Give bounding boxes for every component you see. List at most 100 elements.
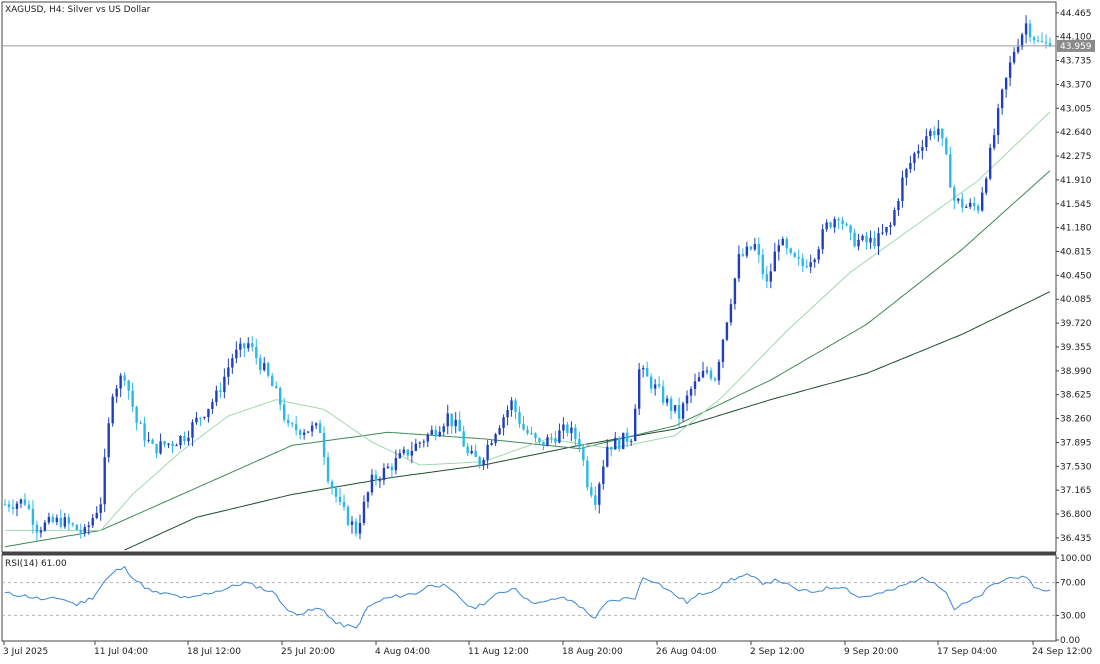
candle-bull — [39, 530, 43, 533]
candle-bear — [865, 235, 868, 243]
candle-bear — [953, 187, 956, 201]
time-tick-label: 2 Sep 12:00 — [750, 647, 805, 657]
candle-bear — [933, 130, 936, 136]
candle-bear — [151, 439, 154, 444]
candle-bear — [338, 496, 342, 502]
candle-bear — [334, 487, 338, 497]
rsi-tick-label: 0.00 — [1060, 636, 1080, 646]
candle-bull — [546, 437, 549, 447]
candle-bull — [247, 343, 250, 349]
candle-bull — [179, 435, 182, 446]
candle-bull — [239, 343, 242, 350]
candle-bull — [223, 376, 226, 392]
candle-bear — [23, 499, 27, 505]
candle-bear — [610, 446, 613, 450]
current-price-line: 43.959 — [2, 39, 1095, 52]
candle-bull — [103, 457, 106, 505]
candle-bull — [673, 405, 677, 411]
candle-bull — [681, 403, 685, 419]
candle-bear — [35, 524, 39, 533]
candle-bull — [558, 430, 561, 443]
candle-bear — [586, 460, 589, 488]
price-tick-label: 37.165 — [1060, 486, 1092, 496]
candle-bull — [689, 388, 693, 396]
candle-bear — [518, 412, 521, 424]
candle-bull — [314, 423, 318, 426]
candle-bull — [19, 499, 23, 504]
candle-bear — [171, 443, 174, 446]
candle-bull — [630, 441, 633, 443]
candle-bull — [773, 251, 776, 272]
candle-bear — [434, 429, 437, 437]
candle-bull — [402, 449, 406, 454]
candle-bear — [390, 466, 394, 471]
candle-bull — [889, 225, 892, 228]
candle-bear — [534, 433, 537, 439]
candle-bull — [231, 358, 234, 368]
candle-bull — [362, 501, 366, 524]
candle-bull — [95, 512, 98, 519]
candle-bull — [111, 396, 114, 424]
candle-bear — [574, 427, 577, 439]
candle-bear — [841, 220, 844, 225]
candle-bull — [685, 395, 689, 404]
candle-bear — [741, 254, 745, 256]
candle-bull — [717, 361, 721, 381]
candle-bull — [454, 419, 457, 427]
candle-bear — [945, 138, 948, 155]
candle-bull — [606, 446, 609, 467]
candle-bull — [833, 219, 836, 228]
candle-bull — [382, 468, 386, 481]
candle-bear — [797, 256, 800, 259]
candle-bull — [83, 527, 86, 533]
candle-bull — [63, 517, 67, 527]
candle-bear — [279, 388, 282, 405]
candle-bear — [961, 198, 964, 208]
candle-bear — [3, 504, 7, 506]
candle-bull — [921, 147, 924, 151]
candle-bull — [980, 192, 984, 211]
candle-bear — [1044, 42, 1048, 44]
candle-bear — [849, 225, 852, 233]
candle-bull — [43, 522, 47, 531]
candle-bull — [446, 413, 449, 427]
candle-bear — [526, 429, 529, 434]
candle-bear — [590, 487, 593, 496]
candle-bear — [677, 405, 681, 419]
candle-bull — [414, 443, 418, 451]
candle-bull — [909, 163, 912, 170]
candle-bull — [442, 426, 445, 432]
candle-bear — [450, 413, 453, 427]
candle-bull — [350, 521, 354, 525]
price-tick-label: 43.370 — [1060, 80, 1092, 90]
candle-bear — [199, 417, 202, 419]
candle-bear — [853, 232, 856, 247]
candle-bear — [322, 433, 326, 458]
candle-bear — [785, 238, 788, 249]
candle-bull — [705, 370, 709, 372]
candle-bull — [633, 408, 637, 442]
price-tick-label: 36.800 — [1060, 510, 1092, 520]
candle-bear — [789, 248, 792, 253]
candle-bull — [733, 278, 737, 305]
candle-bear — [290, 423, 294, 425]
candle-bull — [817, 249, 820, 260]
candle-bear — [294, 424, 298, 431]
price-tick-label: 39.355 — [1060, 343, 1092, 353]
candle-bull — [470, 450, 473, 454]
candle-bull — [207, 408, 210, 418]
candle-bull — [306, 431, 310, 433]
candle-bull — [438, 431, 441, 437]
rsi-label: RSI(14) 61.00 — [5, 559, 67, 569]
candle-bear — [243, 343, 246, 349]
candle-bull — [119, 375, 122, 389]
candle-bull — [191, 422, 194, 438]
candle-bull — [913, 153, 916, 164]
candle-bear — [669, 398, 673, 411]
candle-bull — [55, 517, 59, 523]
candle-bull — [426, 434, 429, 442]
candle-bull — [386, 466, 390, 469]
candle-bear — [941, 128, 944, 139]
